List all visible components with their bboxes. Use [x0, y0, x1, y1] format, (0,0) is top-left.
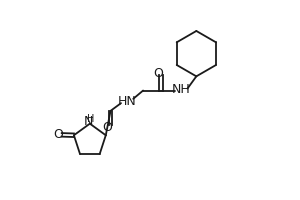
Text: N: N: [84, 115, 94, 128]
Text: O: O: [153, 67, 163, 80]
Text: HN: HN: [118, 95, 137, 108]
Text: H: H: [87, 114, 94, 124]
Text: NH: NH: [172, 83, 191, 96]
Text: O: O: [54, 128, 64, 141]
Text: O: O: [103, 121, 112, 134]
